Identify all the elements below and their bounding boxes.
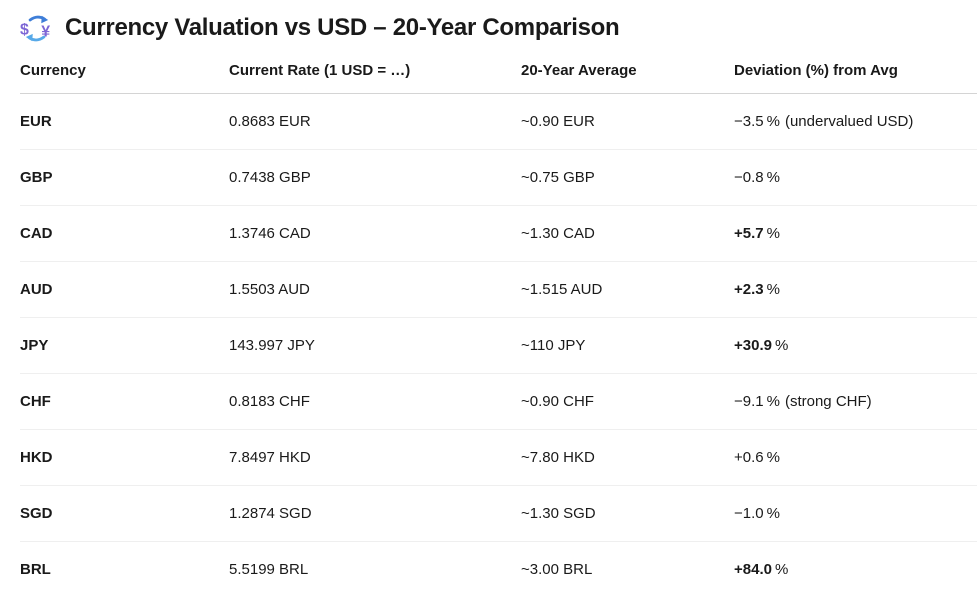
deviation-value: −3.5 [734,113,764,130]
deviation-value: +84.0 [734,561,772,578]
table-row: CAD 1.3746 CAD ~1.30 CAD +5.7% [20,205,977,262]
current-rate: 7.8497 HKD [229,429,521,486]
currency-code: JPY [20,317,229,374]
current-rate: 1.2874 SGD [229,485,521,542]
col-header-currency: Currency [20,52,229,94]
col-header-average: 20-Year Average [521,52,734,94]
average-rate: ~0.90 CHF [521,373,734,430]
deviation-note: (undervalued USD) [784,113,914,130]
table-row: CHF 0.8183 CHF ~0.90 CHF −9.1% (strong CH… [20,373,977,430]
deviation-value: +0.6 [734,449,764,466]
average-rate: ~0.75 GBP [521,149,734,206]
deviation-value: −0.8 [734,169,764,186]
table-row: GBP 0.7438 GBP ~0.75 GBP −0.8% [20,149,977,206]
svg-text:¥: ¥ [41,24,50,41]
percent-sign: % [774,561,789,578]
current-rate: 0.8683 EUR [229,93,521,150]
table-header-row: Currency Current Rate (1 USD = …) 20-Yea… [20,52,977,94]
percent-sign: % [766,393,780,410]
currency-code: EUR [20,93,229,150]
current-rate: 1.5503 AUD [229,261,521,318]
percent-sign: % [766,169,780,186]
deviation-value: +5.7 [734,225,764,242]
average-rate: ~110 JPY [521,317,734,374]
deviation-cell: −1.0% [734,485,977,542]
current-rate: 5.5199 BRL [229,561,309,578]
col-header-deviation: Deviation (%) from Avg [734,52,977,94]
currency-code: CAD [20,205,229,262]
currency-code: SGD [20,485,229,542]
percent-sign: % [766,449,780,466]
current-rate: 1.3746 CAD [229,205,521,262]
deviation-cell: −9.1% (strong CHF) [734,373,977,430]
average-rate: ~1.515 AUD [521,261,734,318]
percent-sign: % [766,113,780,130]
deviation-cell: +5.7% [734,205,977,262]
deviation-value: +2.3 [734,281,764,298]
average-rate: ~1.30 SGD [521,485,734,542]
average-rate: ~0.90 EUR [521,93,734,150]
svg-text:$: $ [20,21,29,38]
currency-code: AUD [20,261,229,318]
deviation-cell: −0.8% [734,149,977,206]
current-rate: 0.8183 CHF [229,373,521,430]
average-rate: ~3.00 BRL [521,561,593,578]
table-row: HKD 7.8497 HKD ~7.80 HKD +0.6% [20,429,977,486]
currency-code: BRL [20,561,51,578]
table-row: JPY 143.997 JPY ~110 JPY +30.9% [20,317,977,374]
table-row: SGD 1.2874 SGD ~1.30 SGD −1.0% [20,485,977,542]
percent-sign: % [766,225,780,242]
deviation-value: −1.0 [734,505,764,522]
percent-sign: % [774,337,789,354]
percent-sign: % [766,505,780,522]
table-row: AUD 1.5503 AUD ~1.515 AUD +2.3% [20,261,977,318]
current-rate: 143.997 JPY [229,317,521,374]
col-header-current-rate: Current Rate (1 USD = …) [229,52,521,94]
deviation-value: −9.1 [734,393,764,410]
page-header: $ ¥ Currency Valuation vs USD – 20-Year … [0,0,977,50]
current-rate: 0.7438 GBP [229,149,521,206]
deviation-cell: +84.0% [734,542,977,598]
percent-sign: % [766,281,780,298]
currency-code: GBP [20,149,229,206]
deviation-cell: +30.9% [734,317,977,374]
currency-table: Currency Current Rate (1 USD = …) 20-Yea… [20,52,977,597]
deviation-note: (strong CHF) [784,393,872,410]
deviation-cell: +2.3% [734,261,977,318]
currency-code: HKD [20,429,229,486]
page-title: Currency Valuation vs USD – 20-Year Comp… [65,14,620,41]
deviation-value: +30.9 [734,337,772,354]
table-row: BRL 5.5199 BRL ~3.00 BRL +84.0% [20,542,977,598]
table-row: EUR 0.8683 EUR ~0.90 EUR −3.5% (undervalu… [20,93,977,150]
currency-exchange-icon: $ ¥ [20,15,50,42]
currency-code: CHF [20,373,229,430]
average-rate: ~1.30 CAD [521,205,734,262]
deviation-cell: −3.5% (undervalued USD) [734,93,977,150]
average-rate: ~7.80 HKD [521,429,734,486]
deviation-cell: +0.6% [734,429,977,486]
